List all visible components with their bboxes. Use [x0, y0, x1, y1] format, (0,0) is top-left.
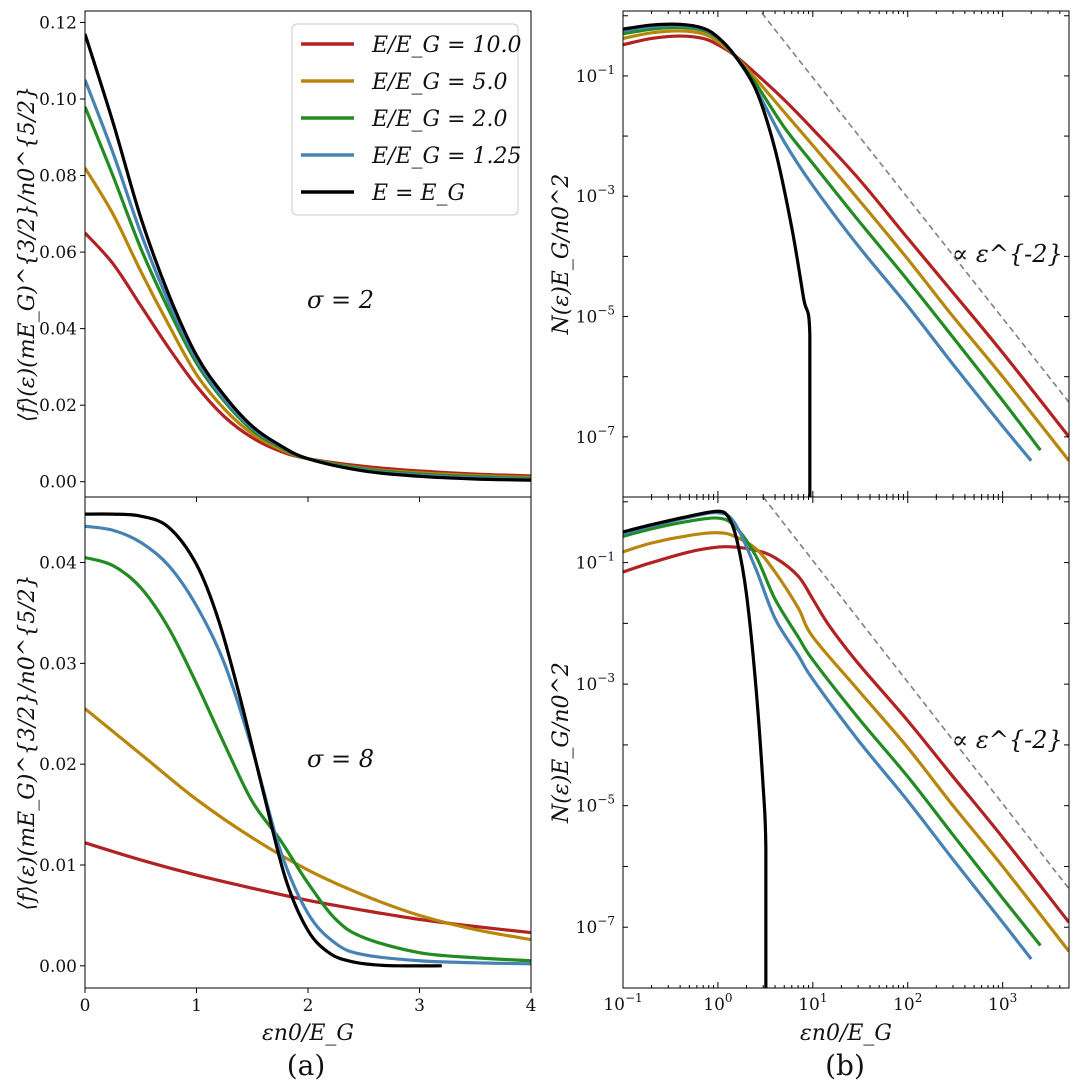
y-tick-label: 0.08 [39, 167, 77, 187]
y-tick-label: 10−5 [576, 304, 615, 328]
y-axis-label: N(ε)E_G/n0^2 [549, 662, 574, 824]
x-tick-label: 2 [303, 996, 314, 1016]
series-line-E1 [85, 33, 531, 482]
x-tick-label: 1 [191, 996, 202, 1016]
series-line-E10 [85, 231, 531, 478]
legend-label-E5: E/E_G = 5.0 [371, 70, 508, 95]
legend-label-E2: E/E_G = 2.0 [371, 107, 508, 132]
x-axis-label: εn0/E_G [800, 1021, 892, 1046]
y-tick-label: 0.04 [39, 554, 77, 574]
x-tick-label: 10−1 [603, 991, 642, 1015]
y-tick-label: 10−1 [576, 63, 615, 87]
legend-label-E125: E/E_G = 1.25 [371, 144, 522, 169]
y-tick-label: 0.00 [39, 957, 77, 977]
y-tick-label: 0.02 [39, 755, 77, 775]
panel-bottom-left: 0.00 0.01 0.02 0.03 0.04 0 1 2 3 4 ⟨f⟩(ε)(mE_G)^{3… [15, 496, 537, 1046]
x-tick-label: 100 [703, 991, 732, 1015]
x-tick-label: 103 [988, 991, 1017, 1015]
y-tick-label: 0.03 [39, 654, 77, 674]
y-tick-label: 0.12 [39, 13, 77, 33]
y-tick-label: 0.06 [39, 243, 77, 263]
series-line-E5 [85, 707, 531, 942]
panel-bottom-right: 10−7 10−5 10−3 10−1 10−1 100 101 102 103 N(ε)E_G/… [549, 496, 1070, 1046]
series-line-E5 [623, 531, 1069, 953]
annotation-power-law: ∝ ε^{-2} [952, 240, 1063, 268]
series-group [623, 497, 1069, 988]
legend-label-E1: E = E_G [371, 181, 465, 206]
series-line-E10 [623, 544, 1069, 924]
panel-top-right: 10−7 10−5 10−3 10−1 N(ε)E_G/n0^2 ∝ ε^{-2} [549, 10, 1070, 498]
annotation-sigma: σ = 8 [307, 745, 374, 773]
x-tick-label: 0 [80, 996, 91, 1016]
panel-label-b: (b) [825, 1049, 865, 1080]
x-axis-label: εn0/E_G [262, 1021, 354, 1046]
series-line-E5 [623, 29, 1069, 462]
series-group [85, 33, 531, 482]
y-tick-label: 0.01 [39, 856, 77, 876]
annotation-sigma: σ = 2 [307, 286, 374, 314]
y-tick-label: 10−7 [576, 914, 615, 938]
series-group [85, 512, 531, 968]
annotation-power-law: ∝ ε^{-2} [952, 726, 1063, 754]
y-tick-label: 10−7 [576, 424, 615, 448]
x-tick-label: 4 [526, 996, 537, 1016]
y-tick-label: 10−1 [576, 550, 615, 574]
panel-top-left: 0.00 0.02 0.04 0.06 0.08 0.10 0.12 ⟨f⟩(ε)(mE_G)… [15, 10, 532, 502]
series-group [623, 11, 1069, 497]
guide-line-eps-2 [762, 497, 1069, 890]
series-line-E2 [85, 555, 531, 963]
x-tick-label: 101 [798, 991, 827, 1015]
y-tick-label: 10−5 [576, 793, 615, 817]
legend-box [291, 23, 519, 216]
series-line-E2 [623, 516, 1042, 947]
series-line-E1 [85, 512, 442, 968]
y-tick-label: 10−3 [576, 671, 615, 695]
x-tick-label: 102 [893, 991, 922, 1015]
legend: E/E_G = 10.0 E/E_G = 5.0 E/E_G = 2.0 E/E_G … [291, 23, 522, 216]
y-tick-label: 0.04 [39, 320, 77, 340]
series-line-E2 [623, 25, 1042, 452]
y-tick-label: 10−3 [576, 183, 615, 207]
x-tick-label: 3 [414, 996, 425, 1016]
y-axis-label: ⟨f⟩(ε)(mE_G)^{3/2}/n0^{5/2} [15, 86, 40, 422]
guide-line-eps-2 [759, 11, 1069, 403]
y-axis-label: ⟨f⟩(ε)(mE_G)^{3/2}/n0^{5/2} [15, 574, 40, 910]
axes-frame [622, 496, 1070, 989]
series-line-E1 [623, 509, 768, 988]
y-tick-label: 0.10 [39, 90, 77, 110]
series-line-E10 [623, 34, 1069, 438]
y-tick-label: 0.02 [39, 396, 77, 416]
series-line-E10 [85, 841, 531, 935]
y-tick-label: 0.00 [39, 473, 77, 493]
panel-label-a: (a) [287, 1049, 326, 1080]
y-axis-label: N(ε)E_G/n0^2 [549, 174, 574, 336]
series-line-E1 [623, 22, 812, 497]
legend-label-E10: E/E_G = 10.0 [371, 33, 522, 58]
